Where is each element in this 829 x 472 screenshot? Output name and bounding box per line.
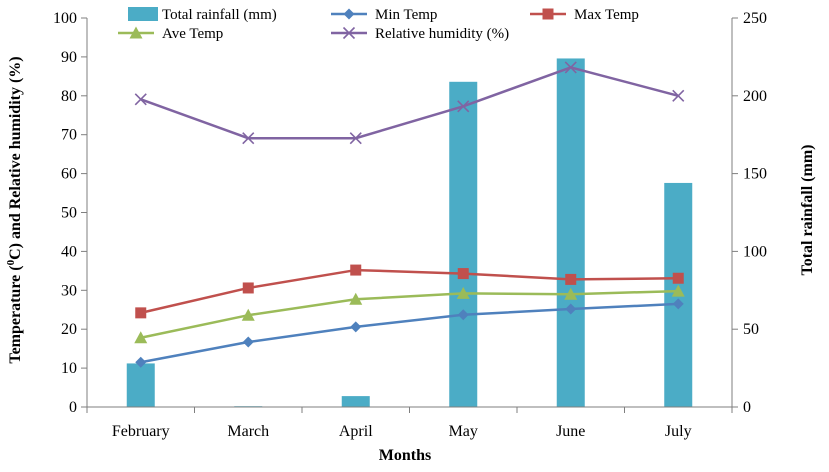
min-temp-point-july [672, 298, 684, 310]
legend-swatch-marker [129, 26, 143, 39]
y-left-tick-label: 40 [61, 243, 77, 260]
legend-label: Ave Temp [162, 26, 223, 42]
y-left-title-part2: C) and Relative humidity (%) [7, 56, 24, 260]
x-marker-stroke [349, 132, 362, 145]
relative-humidity-point-may [457, 100, 470, 113]
legend-item-relative-humidity: Relative humidity (%) [331, 26, 509, 42]
legend-label: Min Temp [375, 7, 437, 23]
axes: 0 10 20 30 40 50 60 70 80 90 100 0 50 100 150 200 250 Feb… [53, 10, 767, 440]
min-temp-line [140, 302, 679, 364]
y-right-tick-label: 250 [743, 10, 767, 27]
max-temp-point-may [457, 268, 469, 280]
rainfall-bar-may [449, 81, 478, 408]
x-axis-title: Months [379, 447, 431, 464]
y-left-tick-label: 0 [69, 399, 77, 416]
legend-swatch-marker [542, 8, 554, 20]
legend-item-min-temp: Min Temp [331, 7, 437, 23]
relative-humidity-series [134, 61, 685, 145]
legend-swatch-bar [128, 7, 158, 21]
x-marker-stroke [564, 61, 577, 74]
y-left-tick-label: 50 [61, 205, 77, 222]
min-temp-point-june [565, 303, 577, 315]
relative-humidity-point-february [134, 93, 147, 106]
y-right-tick-label: 100 [743, 243, 767, 260]
ave-temp-point-february [134, 331, 148, 344]
ave-temp-line [140, 289, 679, 339]
x-marker-stroke [342, 26, 356, 40]
max-temp-point-june [565, 273, 577, 285]
min-temp-series [135, 298, 684, 368]
x-marker-stroke [672, 89, 685, 102]
y-left-tick-label: 20 [61, 321, 77, 338]
x-marker-stroke [242, 132, 255, 145]
legend-label: Max Temp [574, 7, 639, 23]
max-temp-line [140, 268, 679, 315]
y-right-tick-label: 150 [743, 166, 767, 183]
legend-label: Relative humidity (%) [375, 26, 509, 42]
min-temp-point-may [457, 309, 469, 321]
min-temp-point-february [135, 356, 147, 368]
min-temp-point-april [350, 321, 362, 333]
relative-humidity-point-march [242, 132, 255, 145]
min-temp-point-march [242, 336, 254, 348]
legend-item-total-rainfall-mm: Total rainfall (mm) [128, 7, 277, 23]
y-left-title-superscript: 0 [5, 259, 17, 265]
relative-humidity-point-june [564, 61, 577, 74]
ave-temp-point-march [241, 308, 255, 321]
x-tick-label: March [227, 423, 269, 440]
relative-humidity-line [140, 66, 679, 140]
relative-humidity-point-april [349, 132, 362, 145]
y-left-title-part1: Temperature ( [7, 265, 24, 363]
rainfall-bar-june [556, 58, 585, 408]
max-temp-point-february [135, 307, 147, 319]
rainfall-bars [126, 58, 693, 408]
y-left-tick-label: 10 [61, 360, 77, 377]
relative-humidity-point-july [672, 89, 685, 102]
legend-label: Total rainfall (mm) [162, 7, 277, 23]
legend-swatch-marker [343, 8, 355, 20]
rainfall-bar-april [341, 396, 370, 407]
x-marker-stroke [134, 93, 147, 106]
x-tick-label: July [665, 423, 692, 440]
ave-temp-point-april [349, 292, 363, 305]
max-temp-series [135, 264, 684, 319]
ave-temp-point-june [564, 287, 578, 300]
temperature-humidity-lines [134, 61, 685, 368]
max-temp-point-april [350, 264, 362, 276]
y-left-tick-label: 100 [53, 10, 77, 27]
x-tick-label: February [112, 423, 170, 440]
y-left-tick-label: 70 [61, 127, 77, 144]
legend: Total rainfall (mm) Min Temp Max Temp Ave T… [118, 7, 639, 42]
rainfall-bar-february [126, 363, 155, 407]
legend-item-max-temp: Max Temp [530, 7, 639, 23]
y-right-tick-label: 0 [743, 399, 751, 416]
x-marker-stroke [457, 100, 470, 113]
legend-swatch-marker [342, 26, 356, 40]
max-temp-point-july [672, 272, 684, 284]
y-left-tick-label: 90 [61, 49, 77, 66]
ave-temp-series [134, 284, 685, 344]
max-temp-point-march [242, 282, 254, 294]
y-left-tick-label: 80 [61, 88, 77, 105]
x-tick-label: May [449, 423, 478, 440]
y-right-tick-label: 200 [743, 88, 767, 105]
legend-item-ave-temp: Ave Temp [118, 26, 223, 42]
y-left-tick-label: 60 [61, 166, 77, 183]
ave-temp-point-july [671, 284, 685, 297]
y-axis-left-title: Temperature (0C) and Relative humidity (… [5, 56, 24, 363]
y-right-tick-label: 50 [743, 321, 759, 338]
ave-temp-point-may [456, 286, 470, 299]
x-tick-label: April [339, 423, 373, 440]
y-axis-right-title: Total rainfall (mm) [799, 145, 816, 276]
x-tick-label: June [556, 423, 585, 440]
y-left-tick-label: 30 [61, 282, 77, 299]
